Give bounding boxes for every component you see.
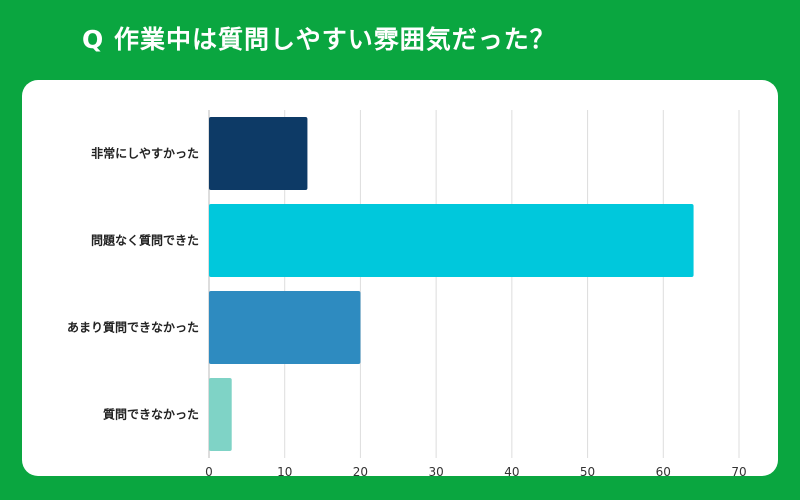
x-tick-label: 60 <box>656 465 671 476</box>
page-title: Q 作業中は質問しやすい雰囲気だった？ <box>82 25 556 54</box>
bar <box>209 291 361 364</box>
x-tick-label: 50 <box>580 465 595 476</box>
chart-panel: 0 10 20 30 40 50 60 70 非常にしやすかった 問題なく質問できたあまり質問でき… <box>22 80 778 476</box>
bar <box>209 117 308 190</box>
bar <box>209 378 232 451</box>
category-label: 問題なく質問できた <box>91 233 199 248</box>
category-label: 質問できなかった <box>103 407 199 422</box>
x-tick-label: 10 <box>277 465 292 476</box>
x-tick-label: 30 <box>429 465 444 476</box>
category-label: あまり質問できなかった <box>67 320 199 335</box>
x-tick-label: 20 <box>353 465 368 476</box>
x-tick-label: 40 <box>504 465 519 476</box>
x-tick-label: 0 <box>205 465 213 476</box>
bar <box>209 204 694 277</box>
x-tick-label: 70 <box>731 465 746 476</box>
category-label: 非常にしやすかった <box>91 146 199 161</box>
bar-chart: 0 10 20 30 40 50 60 70 非常にしやすかった問題なく質問できたあまり質問でき… <box>67 110 747 476</box>
